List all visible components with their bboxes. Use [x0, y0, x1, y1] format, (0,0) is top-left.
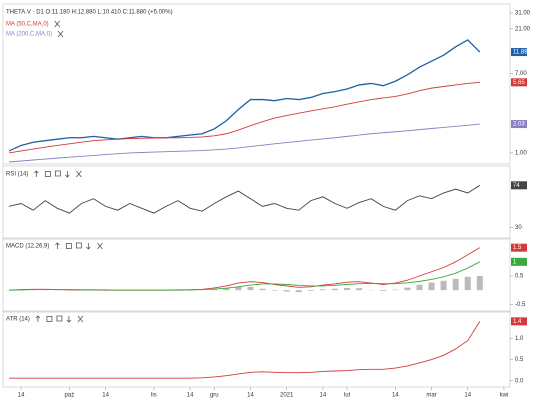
histogram-bar	[356, 288, 363, 291]
histogram-bar	[416, 284, 423, 291]
series-line	[8, 39, 481, 152]
histogram-bar	[271, 290, 278, 291]
value-tag-label: 74	[513, 183, 520, 189]
icon-settings	[44, 171, 51, 177]
x-tick-label: lut	[344, 393, 351, 399]
icon-down	[66, 316, 72, 323]
icon-close	[76, 170, 82, 178]
histogram-bar	[331, 288, 338, 291]
y-tick-label: -0.5	[515, 302, 526, 308]
series-line	[8, 81, 480, 154]
x-tick-label: 14	[187, 393, 194, 399]
histogram-bar	[344, 287, 351, 291]
icon-close	[77, 315, 84, 323]
y-tick-label: 30	[515, 225, 522, 231]
icon-expand	[56, 315, 63, 322]
pane-frame	[2, 237, 511, 313]
icon-down	[86, 243, 91, 250]
x-tick-label: kwi	[500, 393, 509, 399]
icon-up	[34, 170, 39, 177]
legend-close	[54, 20, 60, 28]
x-tick-label: gru	[210, 393, 219, 399]
histogram-bar	[440, 280, 447, 291]
icon-expand	[75, 242, 82, 249]
icon-down	[65, 171, 70, 178]
x-tick-label: 14	[247, 393, 254, 399]
series-line	[9, 123, 480, 163]
pane-title: THETA.V · D1 O:11.180 H:12.880 L:10.410 …	[6, 10, 173, 16]
icon-up	[55, 242, 60, 249]
icon-settings	[65, 243, 72, 249]
y-tick-label: 0.5	[515, 357, 524, 363]
pane-frame	[2, 165, 511, 240]
legend-entry: MA (50,C,MA,0)	[6, 22, 49, 28]
histogram-bar	[464, 276, 471, 291]
icon-close	[97, 242, 103, 250]
pane-frame	[2, 310, 511, 388]
histogram-bar	[428, 282, 435, 291]
x-tick-label: 14	[102, 393, 109, 399]
value-tag	[511, 243, 527, 252]
series-line	[8, 184, 481, 214]
y-tick-label: 31.00	[515, 11, 531, 17]
histogram-bar	[295, 290, 302, 293]
legend-entry: MA (200,C,MA,0)	[6, 32, 52, 38]
histogram-bar	[404, 287, 411, 291]
y-tick-label: 21.00	[515, 26, 531, 32]
x-tick-label: 14	[320, 393, 327, 399]
pane-title: RSI (14)	[6, 172, 28, 178]
series-line	[9, 261, 481, 291]
value-tag-label: 1	[513, 259, 517, 265]
value-tag	[511, 78, 527, 87]
x-tick-label: 14	[464, 393, 471, 399]
value-tag-label: 1.4	[513, 319, 522, 325]
x-tick-label: 14	[18, 393, 25, 399]
histogram-bar	[211, 289, 218, 291]
histogram-bar	[247, 286, 254, 291]
series-line	[9, 321, 481, 379]
histogram-bar	[380, 290, 387, 292]
pane-frame	[2, 3, 511, 165]
histogram-bar	[452, 278, 459, 291]
histogram-bar	[223, 287, 230, 291]
value-tag-label: 1.5	[513, 245, 522, 251]
x-tick-label: lis	[151, 393, 157, 399]
value-tag-label: 11.880	[513, 50, 532, 56]
y-tick-label: 0.5	[515, 274, 524, 280]
value-tag	[511, 120, 527, 129]
histogram-bar	[235, 286, 242, 291]
y-tick-label: 1.00	[515, 150, 527, 156]
x-tick-label: 2021	[280, 393, 294, 399]
value-tag	[511, 181, 527, 190]
value-tag	[511, 317, 527, 326]
icon-settings	[46, 316, 53, 322]
icon-expand	[54, 170, 61, 177]
legend-close	[57, 30, 64, 38]
pane-title: MACD (12,26,9)	[6, 244, 49, 250]
icon-up	[35, 315, 41, 322]
x-tick-label: 14	[392, 393, 399, 399]
histogram-bar	[392, 289, 399, 291]
value-tag	[511, 257, 527, 266]
x-tick-label: mar	[426, 393, 436, 399]
histogram-bar	[307, 290, 314, 292]
y-tick-label: 1.0	[515, 336, 524, 342]
value-tag-label: 2.03	[513, 122, 525, 128]
x-tick-label: paź	[65, 393, 75, 399]
pane-title: ATR (14)	[6, 317, 30, 323]
histogram-bar	[259, 288, 266, 291]
histogram-bar	[476, 276, 483, 291]
value-tag-label: 5.65	[513, 80, 525, 86]
y-tick-label: 0.0	[515, 378, 524, 384]
y-tick-label: 7.00	[515, 71, 527, 77]
histogram-bar	[319, 289, 326, 291]
histogram-bar	[283, 290, 290, 292]
value-tag	[511, 48, 527, 57]
